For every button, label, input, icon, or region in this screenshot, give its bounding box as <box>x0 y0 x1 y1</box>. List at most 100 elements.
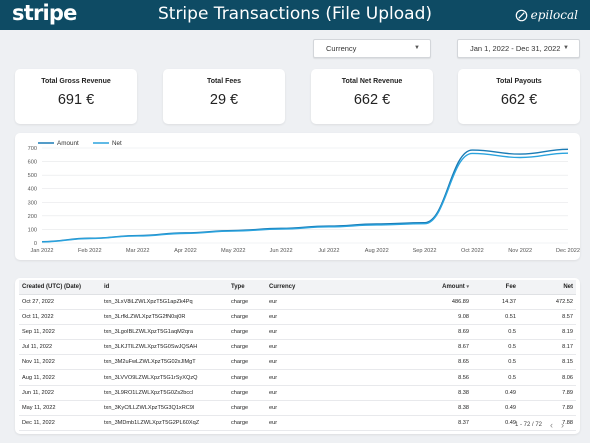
table-cell: 7.88 <box>519 415 576 432</box>
table-cell: txn_3L9RO1LZWLXpzT5G0Zs2bccl <box>101 385 228 401</box>
table-cell: 8.56 <box>421 369 472 386</box>
line-chart-svg: 0 100 200 300 400 500 600 700 Jan 2022 Feb 2022 Ma… <box>28 140 580 254</box>
table-cell: 8.38 <box>421 400 472 417</box>
table-row[interactable]: Oct 27, 2022 txn_3LxV8iLZWLXpzT5G1apZk4Pq… <box>19 294 576 310</box>
x-tick-label: Jul 2022 <box>318 248 339 254</box>
header-bar: stripe Stripe Transactions (File Upload)… <box>0 0 590 30</box>
table-cell: Oct 11, 2022 <box>19 309 101 325</box>
table-cell: 0.49 <box>472 400 519 417</box>
next-page-button[interactable]: › <box>561 420 564 430</box>
table-cell: 0.5 <box>472 324 519 341</box>
table-row[interactable]: Dec 11, 2022 txn_3MDmb1LZWLXpzT5G2PL60XqZ… <box>19 415 576 432</box>
x-tick-label: Apr 2022 <box>174 248 197 254</box>
x-tick-label: Jun 2022 <box>270 248 293 254</box>
x-tick-label: Sep 2022 <box>413 248 437 254</box>
table-cell: Nov 11, 2022 <box>19 354 101 371</box>
table-cell: May 11, 2022 <box>19 400 101 417</box>
x-tick-label: Jan 2022 <box>30 248 53 254</box>
table-cell: Oct 27, 2022 <box>19 294 101 310</box>
table-cell: 8.37 <box>421 415 472 432</box>
col-created-header[interactable]: Created (UTC) (Date) <box>19 280 101 295</box>
col-fee-header[interactable]: Fee <box>472 280 519 295</box>
col-type-header[interactable]: Type <box>228 280 266 295</box>
date-range-label: Jan 1, 2022 - Dec 31, 2022 <box>470 44 561 53</box>
table-cell: charge <box>228 309 266 325</box>
kpi-value: 662 € <box>500 92 538 108</box>
table-cell: charge <box>228 415 266 432</box>
table-cell: 0.51 <box>472 309 519 325</box>
table-row[interactable]: Jun 11, 2022 txn_3L9RO1LZWLXpzT5G0Zs2bccl… <box>19 385 576 401</box>
table-row[interactable]: Aug 11, 2022 txn_3LVVO9LZWLXpzT5G1rSyXQzQ… <box>19 369 576 386</box>
kpi-value: 691 € <box>57 92 95 108</box>
table-cell: txn_3KyCfLLZWLXpzT5G3Q1xRC9l <box>101 400 228 417</box>
table-row[interactable]: Sep 11, 2022 txn_3LgoIBLZWLXpzT5G1aqM2qra… <box>19 324 576 341</box>
legend-label-net: Net <box>112 140 122 147</box>
table-row[interactable]: Oct 11, 2022 txn_3LrfkLZWLXpzT5G2fN0sj0R c… <box>19 309 576 325</box>
table-cell: eur <box>266 385 421 401</box>
table-cell: charge <box>228 339 266 356</box>
table-cell: 8.67 <box>421 339 472 356</box>
table-row[interactable]: May 11, 2022 txn_3KyCfLLZWLXpzT5G3Q1xRC9l… <box>19 400 576 417</box>
table-cell: 8.65 <box>421 354 472 371</box>
table-cell: eur <box>266 294 421 310</box>
table-cell: 0.5 <box>472 354 519 371</box>
table-cell: Dec 11, 2022 <box>19 415 101 432</box>
table-cell: eur <box>266 400 421 417</box>
kpi-card-net-revenue: Total Net Revenue 662 € <box>311 69 433 124</box>
table-cell: charge <box>228 324 266 341</box>
y-tick-label: 300 <box>28 200 37 206</box>
table-cell: Jun 11, 2022 <box>19 385 101 401</box>
table-cell: 0.5 <box>472 369 519 386</box>
table-cell: txn_3LKJTILZWLXpzT5G0SwJQSAH <box>101 339 228 356</box>
table-cell: 8.06 <box>519 369 576 386</box>
kpi-card-fees: Total Fees 29 € <box>163 69 285 124</box>
table-cell: 9.08 <box>421 309 472 325</box>
prev-page-button[interactable]: ‹ <box>550 420 553 430</box>
caret-down-icon: ▼ <box>414 45 420 51</box>
col-amount-header[interactable]: Amount ▾ <box>421 280 472 295</box>
x-tick-label: Nov 2022 <box>508 248 532 254</box>
epilocal-icon <box>515 9 527 21</box>
x-tick-label: Mar 2022 <box>126 248 150 254</box>
table-cell: 8.15 <box>519 354 576 371</box>
col-amount-label: Amount <box>442 283 465 290</box>
table-cell: 7.89 <box>519 385 576 401</box>
table-cell: 0.5 <box>472 339 519 356</box>
table-row[interactable]: Nov 11, 2022 txn_3M2uFwLZWLXpzT5G02xJlMgT… <box>19 354 576 371</box>
x-tick-label: May 2022 <box>221 248 246 254</box>
currency-filter-label: Currency <box>326 44 357 53</box>
table-cell: txn_3LgoIBLZWLXpzT5G1aqM2qra <box>101 324 228 341</box>
kpi-label: Total Gross Revenue <box>41 78 111 85</box>
table-cell: txn_3LrfkLZWLXpzT5G2fN0sj0R <box>101 309 228 325</box>
table-cell: Aug 11, 2022 <box>19 369 101 386</box>
sort-desc-icon: ▾ <box>466 283 469 290</box>
kpi-value: 662 € <box>353 92 391 108</box>
table-cell: charge <box>228 400 266 417</box>
pagination: 1 - 72 / 72 ‹ › <box>515 420 564 430</box>
col-net-header[interactable]: Net <box>519 280 576 295</box>
table-cell: eur <box>266 369 421 386</box>
x-tick-label: Dec 2022 <box>556 248 580 254</box>
y-tick-label: 100 <box>28 227 37 233</box>
y-tick-label: 400 <box>28 187 37 193</box>
table-cell: 8.19 <box>519 324 576 341</box>
table-cell: 8.17 <box>519 339 576 356</box>
pagination-range: 1 - 72 / 72 <box>514 422 542 428</box>
table-cell: txn_3LxV8iLZWLXpzT5G1apZk4Pq <box>101 294 228 310</box>
y-tick-label: 500 <box>28 173 37 179</box>
table-cell: eur <box>266 324 421 341</box>
currency-filter[interactable]: Currency ▼ <box>313 39 431 58</box>
table-cell: 7.89 <box>519 400 576 417</box>
y-tick-label: 700 <box>28 146 37 152</box>
col-id-header[interactable]: id <box>101 280 228 295</box>
col-currency-header[interactable]: Currency <box>266 280 421 295</box>
date-range-filter[interactable]: Jan 1, 2022 - Dec 31, 2022 ▼ <box>457 39 580 58</box>
table-cell: eur <box>266 309 421 325</box>
table-cell: charge <box>228 354 266 371</box>
table-row[interactable]: Jul 11, 2022 txn_3LKJTILZWLXpzT5G0SwJQSAH… <box>19 339 576 356</box>
brand-name: epilocal <box>530 8 578 22</box>
kpi-card-payouts: Total Payouts 662 € <box>458 69 580 124</box>
page-title: Stripe Transactions (File Upload) <box>157 4 433 24</box>
y-tick-label: 200 <box>28 214 37 220</box>
y-tick-label: 600 <box>28 160 37 166</box>
